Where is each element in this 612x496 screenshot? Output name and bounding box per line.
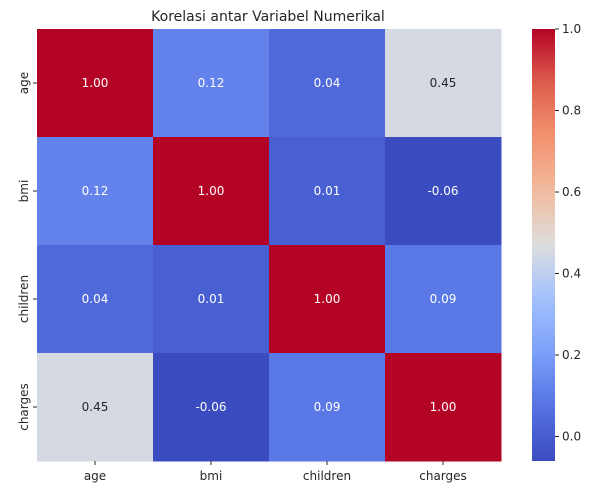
heatmap-cell-charges-age: [37, 353, 154, 462]
colorbar-tick-label: 0.6: [562, 185, 581, 199]
colorbar-tick-label: 0.8: [562, 104, 581, 118]
x-tick-label-bmi: bmi: [200, 469, 223, 483]
cell-value-label: 0.12: [82, 184, 109, 198]
chart-title: Korelasi antar Variabel Numerikal: [151, 9, 385, 25]
heatmap-cell-children-children: [269, 245, 386, 354]
heatmap-cell-children-bmi: [153, 245, 270, 354]
x-tick-label-charges: charges: [419, 469, 467, 483]
colorbar-gradient: [532, 29, 555, 461]
colorbar-tick-label: 0.2: [562, 348, 581, 362]
heatmap-cell-bmi-bmi: [153, 137, 270, 246]
cell-value-label: 1.00: [198, 184, 225, 198]
colorbar-tick-label: 0.0: [562, 430, 581, 444]
y-tick-label-age: age: [17, 72, 31, 94]
cell-value-label: 0.12: [198, 76, 225, 90]
cell-value-label: 0.45: [430, 76, 457, 90]
cell-value-labels: 1.00 0.12 0.04 0.45 0.12 1.00 0.01 -0.06 0.04 0.0…: [82, 76, 459, 414]
y-tick-label-children: children: [17, 275, 31, 323]
cell-value-label: 0.45: [82, 400, 109, 414]
heatmap-cell-bmi-children: [269, 137, 386, 246]
heatmap-cell-charges-charges: [385, 353, 502, 462]
heatmap-cell-age-charges: [385, 29, 502, 138]
cell-value-label: 1.00: [430, 400, 457, 414]
x-tick-label-age: age: [84, 469, 106, 483]
heatmap-cell-charges-children: [269, 353, 386, 462]
colorbar-tick-label: 0.4: [562, 267, 581, 281]
heatmap-cell-bmi-age: [37, 137, 154, 246]
cell-value-label: -0.06: [427, 184, 458, 198]
x-tick-label-children: children: [303, 469, 351, 483]
cell-value-label: 0.09: [430, 292, 457, 306]
heatmap-cell-children-age: [37, 245, 154, 354]
y-tick-label-charges: charges: [17, 383, 31, 431]
cell-value-label: -0.06: [195, 400, 226, 414]
colorbar: 0.0 0.2 0.4 0.6 0.8 1.0: [532, 22, 581, 461]
heatmap-cell-bmi-charges: [385, 137, 502, 246]
heatmap-cell-age-children: [269, 29, 386, 138]
heatmap-cell-age-age: [37, 29, 154, 138]
cell-value-label: 0.01: [198, 292, 225, 306]
x-axis: age bmi children charges: [84, 461, 467, 483]
y-tick-label-bmi: bmi: [17, 180, 31, 203]
cell-value-label: 0.04: [82, 292, 109, 306]
cell-value-label: 0.04: [314, 76, 341, 90]
y-axis: age bmi children charges: [17, 72, 37, 431]
cell-value-label: 0.01: [314, 184, 341, 198]
heatmap-cell-charges-bmi: [153, 353, 270, 462]
cell-value-label: 0.09: [314, 400, 341, 414]
colorbar-tick-label: 1.0: [562, 22, 581, 36]
cell-value-label: 1.00: [82, 76, 109, 90]
heatmap-cell-age-bmi: [153, 29, 270, 138]
heatmap-cells: [37, 29, 502, 462]
heatmap-cell-children-charges: [385, 245, 502, 354]
cell-value-label: 1.00: [314, 292, 341, 306]
